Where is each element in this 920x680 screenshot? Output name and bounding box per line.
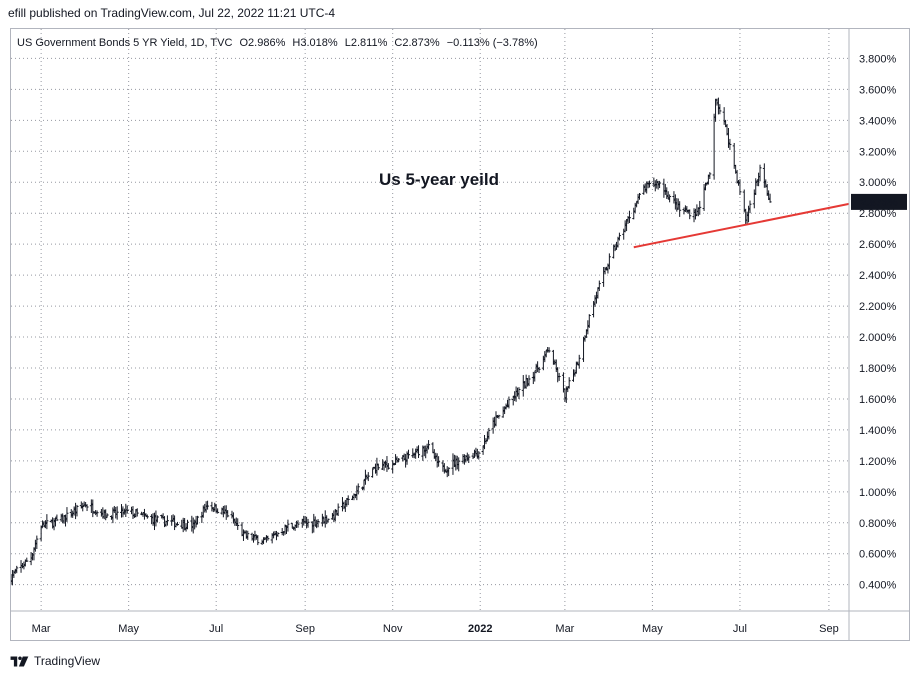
legend-change: −0.113% (−3.78%) <box>447 37 538 49</box>
y-tick-label: 2.600% <box>859 239 897 251</box>
footer: TradingView <box>10 654 100 668</box>
y-tick-label: 2.200% <box>859 301 897 313</box>
tradingview-logo-icon <box>10 656 29 667</box>
x-tick-label: May <box>118 623 139 635</box>
legend-open: O2.986% <box>239 37 285 49</box>
y-tick-label: 1.200% <box>859 456 897 468</box>
footer-brand: TradingView <box>34 654 101 668</box>
legend-high: H3.018% <box>292 37 337 49</box>
legend-symbol: US Government Bonds 5 YR Yield, 1D, TVC <box>17 37 232 49</box>
y-tick-label: 1.800% <box>859 363 897 375</box>
grid-layer <box>11 29 849 611</box>
x-tick-label: Sep <box>295 623 315 635</box>
y-tick-label: 3.600% <box>859 84 897 96</box>
support-trendline <box>633 202 850 249</box>
x-tick-label: Jul <box>733 623 747 635</box>
axis-layer: 3.800% 3.600% 3.400% 3.200% 3.000% 2.800% 2.60… <box>11 29 909 640</box>
x-tick-label: Nov <box>383 623 403 635</box>
legend-close: C2.873% <box>394 37 439 49</box>
x-tick-label: Mar <box>555 623 574 635</box>
y-tick-label: 3.200% <box>859 146 897 158</box>
y-tick-label: 2.400% <box>859 270 897 282</box>
last-price-label: 2.873% <box>860 197 898 209</box>
x-tick-label: 2022 <box>468 623 492 635</box>
y-tick-label: 0.600% <box>859 549 897 561</box>
legend-low: L2.811% <box>345 37 388 49</box>
price-chart[interactable]: 3.800% 3.600% 3.400% 3.200% 3.000% 2.800% 2.60… <box>11 29 909 640</box>
x-tick-label: Mar <box>32 623 51 635</box>
trendline-layer <box>633 202 850 249</box>
y-tick-label: 0.800% <box>859 518 897 530</box>
y-tick-label: 2.000% <box>859 332 897 344</box>
x-tick-label: Jul <box>209 623 223 635</box>
y-tick-label: 1.600% <box>859 394 897 406</box>
last-price-label-bg <box>851 193 907 210</box>
y-tick-label: 3.000% <box>859 177 897 189</box>
annotation-text: Us 5-year yeild <box>379 170 499 189</box>
y-tick-label: 2.800% <box>859 208 897 220</box>
y-tick-label: 1.000% <box>859 487 897 499</box>
y-tick-label: 3.400% <box>859 115 897 127</box>
x-tick-label: May <box>642 623 663 635</box>
ohlc-bars <box>11 97 772 586</box>
x-tick-label: Sep <box>819 623 839 635</box>
legend-line: US Government Bonds 5 YR Yield, 1D, TVC … <box>17 37 538 49</box>
y-tick-label: 0.400% <box>859 580 897 592</box>
y-tick-label: 3.800% <box>859 53 897 65</box>
y-tick-label: 1.400% <box>859 425 897 437</box>
published-by-line: efill published on TradingView.com, Jul … <box>8 6 336 20</box>
chart-frame[interactable]: 3.800% 3.600% 3.400% 3.200% 3.000% 2.800% 2.60… <box>10 28 910 641</box>
